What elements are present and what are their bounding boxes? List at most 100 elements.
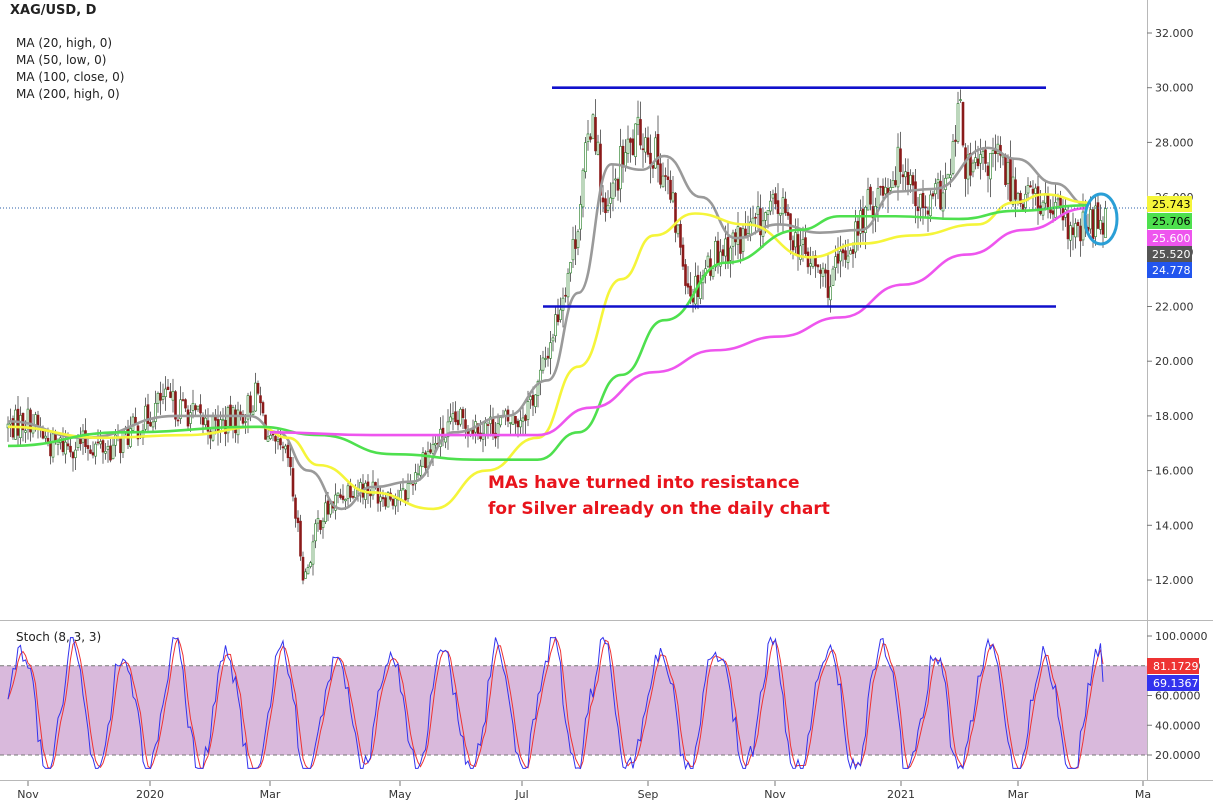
candle-down: [861, 208, 865, 233]
candle-down: [1101, 222, 1105, 235]
candle-up: [431, 443, 435, 454]
candle-up: [711, 268, 715, 277]
candle-down: [796, 234, 800, 257]
price-tick-label: 16.000: [1155, 465, 1194, 478]
candle-up: [416, 473, 420, 476]
stoch-overbought-oversold-band: [0, 665, 1147, 755]
candle-up: [606, 204, 610, 211]
candle-up: [94, 443, 97, 457]
candle-up: [566, 273, 570, 298]
candle-down: [954, 139, 957, 142]
candle-down: [926, 210, 930, 215]
candle-down: [564, 294, 567, 297]
candle-up: [44, 435, 47, 439]
candle-down: [194, 405, 197, 411]
candle-up: [446, 421, 450, 438]
candle-down: [1066, 210, 1070, 240]
candle-up: [51, 433, 55, 458]
candle-down: [1096, 202, 1100, 229]
candle-up: [1099, 220, 1102, 230]
candle-up: [1081, 211, 1085, 241]
price-label-value: 25.600: [1152, 232, 1191, 245]
candle-up: [484, 422, 487, 436]
candle-up: [624, 152, 627, 167]
candle-up: [846, 255, 850, 263]
candle-up: [196, 405, 200, 410]
candle-down: [391, 499, 395, 506]
candle-up: [619, 146, 622, 190]
stoch-value-label: 81.1729: [1153, 660, 1199, 673]
price-tick-label: 28.000: [1155, 136, 1194, 149]
candle-up: [584, 142, 587, 173]
price-label-badge: [1147, 213, 1192, 229]
candle-down: [616, 179, 620, 191]
candle-down: [531, 395, 535, 406]
candle-up: [14, 409, 17, 440]
candle-up: [904, 171, 907, 178]
candle-up: [884, 187, 887, 195]
candle-up: [729, 247, 732, 261]
candle-up: [1034, 187, 1037, 194]
candle-down: [881, 185, 885, 196]
candle-up: [156, 393, 160, 404]
candle-down: [969, 153, 972, 176]
candle-down: [339, 494, 342, 498]
price-tick-label: 30.000: [1155, 82, 1194, 95]
candle-up: [854, 221, 857, 253]
ma-legend-20: MA (20, high, 0): [16, 36, 112, 50]
candle-down: [836, 253, 840, 264]
candle-up: [24, 430, 27, 433]
candle-down: [234, 409, 237, 434]
candle-down: [826, 270, 830, 298]
candle-up: [221, 418, 225, 421]
candle-down: [101, 440, 105, 453]
candle-up: [1026, 185, 1030, 194]
candle-up: [219, 419, 222, 432]
candle-up: [966, 154, 970, 180]
time-tick-label: Mar: [1008, 788, 1029, 801]
candle-up: [561, 297, 565, 311]
candle-down: [209, 431, 212, 439]
candle-down: [281, 446, 285, 449]
candle-down: [899, 148, 902, 172]
candle-up: [676, 224, 680, 235]
stoch-tick-label: 100.0000: [1155, 630, 1208, 643]
candle-down: [369, 493, 372, 497]
candle-up: [406, 483, 410, 500]
candle-down: [659, 163, 662, 185]
candle-up: [766, 210, 770, 215]
candle-down: [174, 391, 177, 420]
candle-down: [819, 269, 822, 274]
candle-up: [839, 251, 842, 262]
candle-up: [439, 428, 442, 447]
price-label-value: 25.520: [1152, 248, 1191, 261]
candle-up: [634, 123, 637, 157]
candle-down: [641, 148, 645, 151]
candle-down: [924, 206, 927, 209]
candle-up: [481, 432, 485, 440]
candle-up: [706, 255, 710, 267]
time-tick-label: Nov: [764, 788, 786, 801]
candle-down: [516, 420, 520, 428]
candle-up: [579, 204, 582, 230]
candle-up: [309, 562, 312, 567]
candle-up: [64, 441, 67, 455]
candle-up: [191, 403, 195, 411]
candle-up: [801, 238, 805, 245]
candle-up: [1069, 225, 1072, 241]
candle-down: [894, 180, 897, 186]
candle-down: [776, 200, 780, 214]
candle-down: [299, 520, 302, 557]
candle-up: [26, 408, 30, 430]
candle-up: [596, 141, 600, 155]
candle-down: [629, 138, 632, 143]
candle-down: [294, 497, 297, 519]
candle-down: [621, 145, 625, 168]
candle-down: [279, 438, 282, 446]
candle-down: [159, 392, 162, 401]
candle-down: [574, 239, 577, 249]
candle-up: [329, 503, 332, 515]
ma-200-line: [269, 206, 1088, 437]
price-tick-label: 32.000: [1155, 27, 1194, 40]
candle-up: [859, 210, 862, 234]
